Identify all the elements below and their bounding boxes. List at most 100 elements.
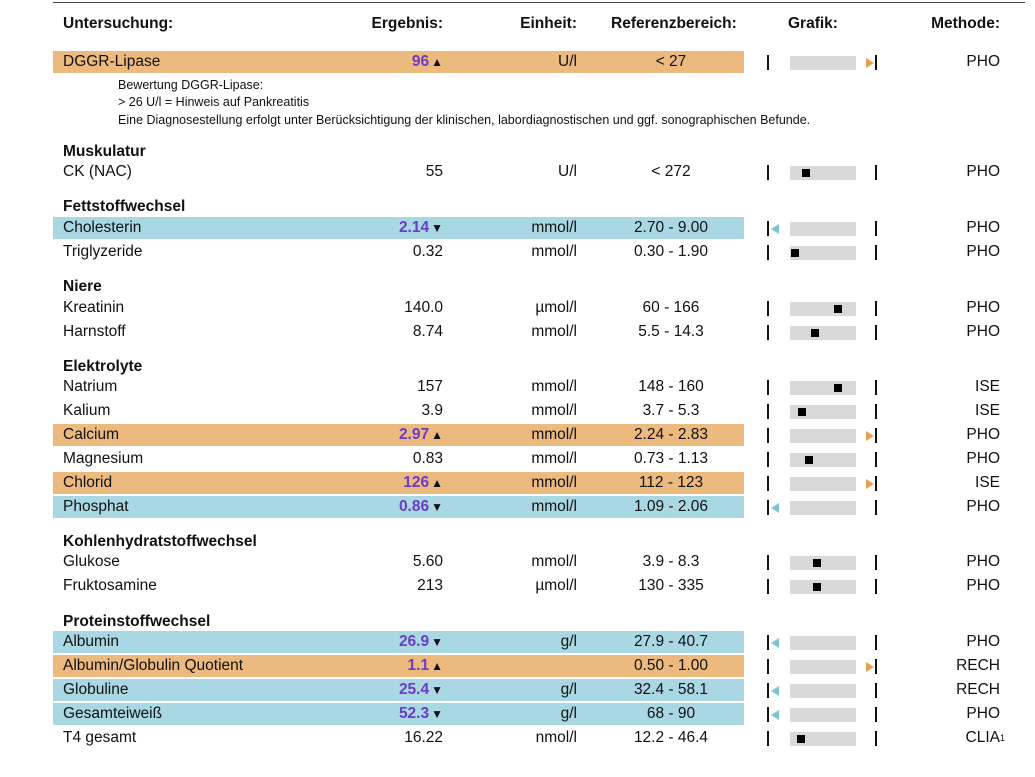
range-graphic [767,448,879,470]
section-elektrolyte: Elektrolyte [63,358,143,375]
value-marker-icon [798,408,806,416]
test-name: Globuline [63,681,129,698]
method: PHO [966,705,1000,722]
table-header: Untersuchung: Ergebnis: Einheit: Referen… [0,15,1035,35]
result-value: 140.0 [404,299,443,317]
test-name: Kalium [63,402,111,419]
range-track [790,429,856,443]
range-right-bar [875,404,877,419]
range-track [790,302,856,316]
range-graphic [767,575,879,597]
section-proteinstoffwechsel: Proteinstoffwechsel [63,613,211,630]
range-graphic [767,400,879,422]
range-graphic [767,727,879,749]
result-number: 3.9 [421,402,443,419]
footnote-marker: 1 [1000,733,1006,743]
range-track [790,381,856,395]
result-number: 2.14 [398,219,430,236]
method: PHO [966,498,1000,515]
result-number: 157 [417,378,443,395]
reference-range: 3.7 - 5.3 [642,402,700,419]
reference-range: 60 - 166 [642,299,700,316]
reference-range: < 27 [655,53,687,70]
method: RECH [956,657,1000,674]
test-name: Albumin/Globulin Quotient [63,657,244,674]
result-value: 0.86 ▼ [399,498,443,516]
test-name: Gesamteiweiß [63,705,163,722]
unit: g/l [560,633,577,650]
header-methode: Methode: [931,15,1000,32]
test-name: Phosphat [63,498,129,515]
result-number: 1.1 [407,657,430,674]
reference-range: 32.4 - 58.1 [633,681,709,698]
header-grafik: Grafik: [788,15,838,32]
result-value: 213 [417,577,443,595]
result-value: 52.3 ▼ [399,705,443,723]
table-row: Harnstoff 8.74 mmol/l 5.5 - 14.3 PHO [0,321,1035,343]
unit: U/l [558,53,577,70]
row-highlight-low [53,217,744,239]
unit: g/l [560,705,577,722]
unit: mmol/l [531,378,577,395]
table-row: Fruktosamine 213 µmol/l 130 - 335 PHO [0,575,1035,597]
reference-range: 2.24 - 2.83 [633,426,709,443]
arrow-down-icon: ▼ [431,221,443,235]
range-right-bar [875,579,877,594]
range-left-bar [767,404,769,419]
row-highlight-high [53,424,744,446]
value-marker-icon [802,169,810,177]
result-number: 0.83 [412,450,443,467]
range-left-bar [767,325,769,340]
row-highlight-low [53,679,744,701]
unit: nmol/l [535,729,577,746]
unit: mmol/l [531,553,577,570]
reference-range: 130 - 335 [638,577,704,594]
table-row: Chlorid 126 ▲ mmol/l 112 - 123 ISE [0,472,1035,494]
table-row: Triglyzeride 0.32 mmol/l 0.30 - 1.90 PHO [0,241,1035,263]
range-left-bar [767,221,769,236]
value-marker-icon [813,583,821,591]
header-ergebnis: Ergebnis: [371,15,443,32]
test-name: Harnstoff [63,323,126,340]
result-value: 5.60 [413,553,443,571]
method: ISE [975,474,1000,491]
result-value: 55 [426,163,443,181]
range-right-bar [875,683,877,698]
range-left-bar [767,683,769,698]
below-range-marker-icon [771,710,779,720]
range-left-bar [767,500,769,515]
range-graphic [767,703,879,725]
range-graphic [767,161,879,183]
unit: g/l [560,681,577,698]
range-track [790,56,856,70]
method: PHO [966,553,1000,570]
test-name: Natrium [63,378,118,395]
table-row: Kalium 3.9 mmol/l 3.7 - 5.3 ISE [0,400,1035,422]
method: ISE [975,402,1000,419]
method: PHO [966,426,1000,443]
reference-range: 12.2 - 46.4 [633,729,709,746]
method: PHO [966,299,1000,316]
unit: µmol/l [535,299,577,316]
table-row: CK (NAC) 55 U/l < 272 PHO [0,161,1035,183]
below-range-marker-icon [771,224,779,234]
reference-range: 0.50 - 1.00 [633,657,709,674]
range-left-bar [767,428,769,443]
result-value: 2.97 ▲ [399,426,443,444]
result-value: 0.32 [413,243,443,261]
range-graphic [767,321,879,343]
range-right-bar [875,555,877,570]
result-value: 16.22 [404,729,443,747]
below-range-marker-icon [771,686,779,696]
test-name: Cholesterin [63,219,142,236]
test-name: DGGR-Lipase [63,53,161,70]
range-graphic [767,297,879,319]
range-right-bar [875,635,877,650]
result-value: 8.74 [413,323,443,341]
result-value: 157 [417,378,443,396]
range-track [790,684,856,698]
method: RECH [956,681,1000,698]
section-fettstoffwechsel: Fettstoffwechsel [63,198,186,215]
range-right-bar [875,325,877,340]
range-right-bar [875,500,877,515]
